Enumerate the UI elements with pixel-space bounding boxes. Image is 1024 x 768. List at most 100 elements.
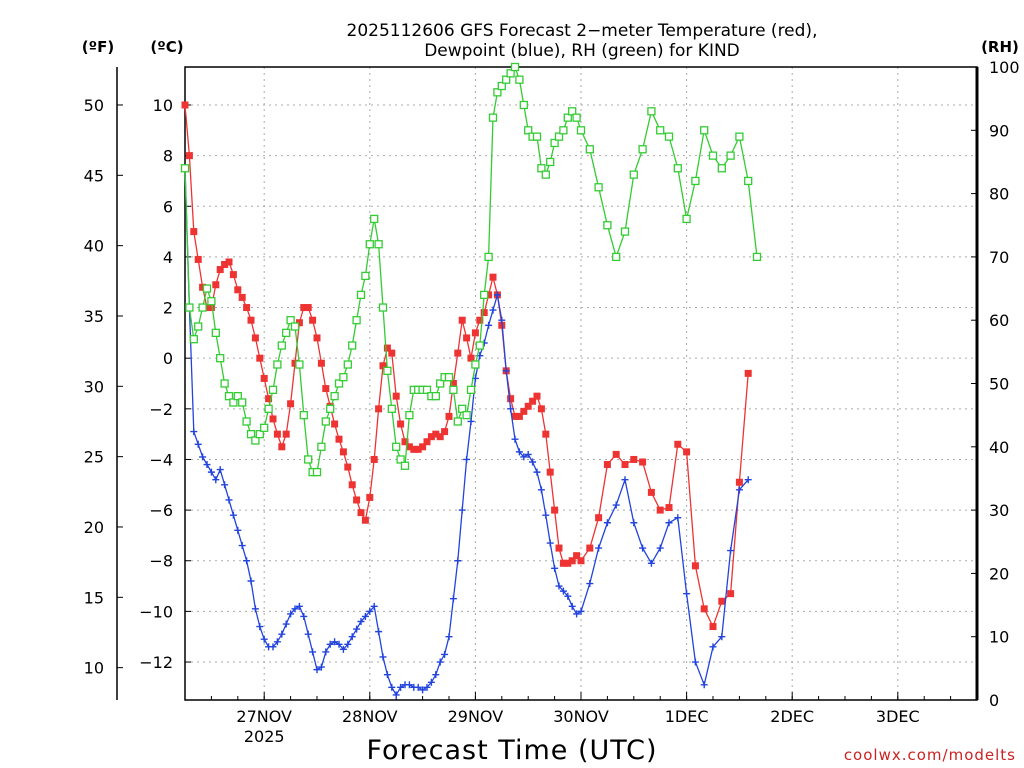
dewpoint-point (309, 648, 317, 656)
dewpoint-point (234, 526, 242, 534)
dewpoint-point (441, 650, 449, 658)
temp-point (348, 481, 356, 489)
temp-point (423, 438, 431, 446)
temp-point (524, 402, 532, 410)
rh-point (524, 126, 533, 135)
temp-point (542, 430, 550, 438)
rh-point (198, 303, 207, 312)
dewpoint-point (436, 658, 444, 666)
temp-point (595, 514, 603, 522)
dewpoint-point (326, 640, 334, 648)
rh-point (304, 455, 313, 464)
temp-point (630, 455, 638, 463)
temp-point (546, 468, 554, 476)
temp-point (639, 458, 647, 466)
rh-point (629, 170, 638, 179)
rh-tick-label: 90 (989, 121, 1009, 140)
temp-point (317, 359, 325, 367)
dewpoint-point (595, 544, 603, 552)
temp-point (207, 304, 215, 312)
temp-point (419, 443, 427, 451)
dewpoint-point (304, 630, 312, 638)
rh-tick-label: 30 (989, 501, 1009, 520)
temp-point (199, 283, 207, 291)
rh-point (268, 385, 278, 394)
f-tick-label: 20 (84, 518, 104, 537)
rh-point (405, 410, 414, 420)
rh-point (242, 417, 251, 426)
rh-point (202, 284, 212, 293)
temp-point (269, 415, 277, 423)
rh-tick-label: 10 (989, 628, 1009, 647)
temp-point (656, 506, 664, 514)
temp-point (551, 506, 559, 514)
temp-point (185, 152, 193, 160)
dewpoint-point (445, 633, 453, 641)
temp-point (463, 334, 471, 342)
dewpoint-point (621, 476, 629, 484)
dewpoint-point (511, 435, 519, 443)
dewpoint-point (432, 671, 440, 679)
rh-point (264, 404, 273, 413)
temp-point (247, 316, 255, 324)
temp-point (322, 385, 330, 393)
dewpoint-point (507, 405, 515, 413)
dewpoint-point (537, 486, 545, 494)
rh-point (387, 404, 396, 413)
dewpoint-point (414, 683, 422, 691)
dewpoint-point (744, 476, 752, 484)
rh-point (510, 62, 520, 72)
temp-point (485, 291, 493, 299)
x-tick-year: 2025 (244, 727, 285, 746)
temp-point (243, 304, 251, 312)
rh-point (554, 132, 564, 141)
dewpoint-point (256, 623, 264, 631)
temp-point (181, 101, 189, 109)
chart-title-line1: 2025112606 GFS Forecast 2−meter Temperat… (347, 21, 818, 41)
x-tick-label: 28NOV (342, 707, 398, 726)
series-dewpoint (181, 164, 752, 699)
temp-point (291, 359, 299, 367)
rh-point (207, 297, 216, 306)
temp-point (392, 392, 400, 400)
f-tick-label: 25 (84, 448, 104, 467)
dewpoint-point (291, 605, 299, 613)
dewpoint-point (647, 559, 655, 567)
temp-point (718, 597, 726, 605)
dewpoint-point (427, 678, 435, 686)
rh-point (180, 164, 190, 173)
chart-title-line2: Dewpoint (blue), RH (green) for KIND (424, 41, 740, 61)
temp-point (436, 433, 444, 441)
rh-point (466, 385, 476, 394)
rh-point (502, 75, 511, 84)
temp-point (405, 443, 413, 451)
dewpoint-point (317, 663, 325, 671)
c-tick-label: −10 (139, 602, 173, 621)
temp-point (744, 369, 752, 377)
temp-point (414, 445, 422, 453)
temp-point (278, 443, 286, 451)
temp-point (225, 258, 233, 266)
rh-point (321, 417, 330, 426)
dewpoint-point (278, 630, 286, 638)
dewpoint-point (718, 633, 726, 641)
rh-tick-label: 60 (989, 311, 1009, 330)
dewpoint-point (247, 577, 255, 585)
dewpoint-point (691, 658, 699, 666)
temp-point (331, 420, 339, 428)
dewpoint-point (282, 620, 290, 628)
rh-point (664, 132, 674, 141)
temp-point (427, 433, 435, 441)
temp-point (287, 400, 295, 408)
dewpoint-point (485, 321, 493, 329)
temp-point (238, 293, 246, 301)
rh-point (532, 132, 542, 141)
dewpoint-point (674, 514, 682, 522)
dewpoint-point (229, 511, 237, 519)
temp-point (190, 228, 198, 236)
dewpoint-point (419, 686, 427, 694)
dewpoint-point (190, 428, 198, 436)
rh-tick-label: 80 (989, 185, 1009, 204)
temp-point (273, 430, 281, 438)
rh-point (370, 214, 379, 224)
